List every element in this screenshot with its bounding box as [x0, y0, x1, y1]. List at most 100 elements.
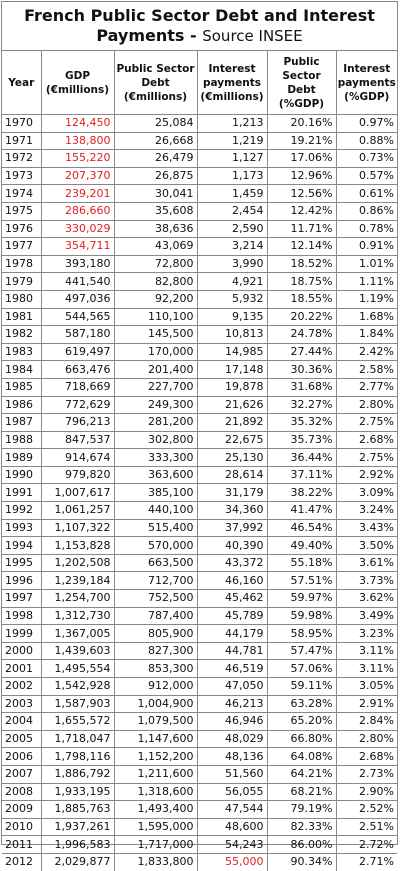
cell-debt-pct: 20.22%	[266, 307, 337, 327]
cell-debt: 1,079,500	[113, 712, 198, 731]
cell-debt: 110,100	[113, 307, 198, 327]
cell-interest-pct: 0.73%	[335, 149, 397, 168]
cell-gdp: 1,367,005	[40, 624, 115, 643]
cell-gdp: 1,996,583	[40, 835, 115, 854]
cell-debt-pct: 57.51%	[266, 571, 337, 591]
table-title: French Public Sector Debt and Interest P…	[2, 2, 397, 51]
cell-interest-pct: 2.68%	[335, 747, 397, 766]
cell-gdp: 1,439,603	[40, 641, 115, 661]
cell-gdp: 330,029	[40, 219, 115, 239]
cell-interest: 25,130	[196, 448, 268, 467]
cell-year: 1994	[2, 536, 42, 555]
table-row: 1999 1,367,005 805,900 44,179 58.95% 3.23%	[2, 624, 397, 643]
cell-gdp: 1,718,047	[40, 729, 115, 749]
cell-gdp: 1,885,763	[40, 800, 115, 819]
cell-year: 1999	[2, 624, 42, 643]
table-row: 2008 1,933,195 1,318,600 56,055 68.21% 2.90%	[2, 782, 397, 802]
cell-interest: 51,560	[196, 764, 268, 784]
cell-interest: 1,173	[196, 166, 268, 186]
cell-interest-pct: 3.62%	[335, 589, 397, 608]
table-row: 1980 497,036 92,200 5,932 18.55% 1.19%	[2, 289, 397, 309]
cell-interest-pct: 2.80%	[335, 729, 397, 749]
table-row: 1981 544,565 110,100 9,135 20.22% 1.68%	[2, 307, 397, 327]
cell-gdp: 1,239,184	[40, 571, 115, 591]
cell-debt-pct: 12.14%	[266, 237, 337, 256]
cell-year: 1993	[2, 518, 42, 538]
cell-debt-pct: 59.97%	[266, 589, 337, 608]
cell-interest: 1,459	[196, 184, 268, 203]
title-payments: Payments -	[96, 26, 203, 45]
cell-interest-pct: 2.75%	[335, 448, 397, 467]
table-row: 2010 1,937,261 1,595,000 48,600 82.33% 2.51%	[2, 817, 397, 837]
cell-year: 1990	[2, 465, 42, 485]
table-row: 1996 1,239,184 712,700 46,160 57.51% 3.73%	[2, 571, 397, 591]
cell-year: 1987	[2, 413, 42, 432]
cell-year: 1979	[2, 272, 42, 291]
cell-debt-pct: 37.11%	[266, 465, 337, 485]
cell-year: 1991	[2, 483, 42, 503]
cell-debt: 805,900	[113, 624, 198, 643]
cell-debt-pct: 11.71%	[266, 219, 337, 239]
table-row: 1990 979,820 363,600 28,614 37.11% 2.92%	[2, 465, 397, 485]
cell-gdp: 1,312,730	[40, 606, 115, 626]
cell-interest: 48,136	[196, 747, 268, 766]
table-row: 1982 587,180 145,500 10,813 24.78% 1.84%	[2, 325, 397, 344]
cell-debt: 92,200	[113, 289, 198, 309]
cell-year: 1972	[2, 149, 42, 168]
cell-interest: 46,213	[196, 694, 268, 714]
cell-debt: 43,069	[113, 237, 198, 256]
cell-interest-pct: 1.11%	[335, 272, 397, 291]
cell-debt-pct: 18.75%	[266, 272, 337, 291]
cell-debt-pct: 49.40%	[266, 536, 337, 555]
cell-interest: 3,990	[196, 254, 268, 274]
cell-interest-pct: 3.23%	[335, 624, 397, 643]
cell-debt: 853,300	[113, 659, 198, 678]
cell-year: 1974	[2, 184, 42, 203]
cell-debt-pct: 68.21%	[266, 782, 337, 802]
cell-gdp: 1,153,828	[40, 536, 115, 555]
header-year: Year	[2, 51, 42, 115]
cell-debt-pct: 59.11%	[266, 677, 337, 696]
cell-gdp: 1,202,508	[40, 553, 115, 573]
cell-year: 2005	[2, 729, 42, 749]
cell-gdp: 979,820	[40, 465, 115, 485]
cell-interest: 48,029	[196, 729, 268, 749]
cell-gdp: 772,629	[40, 395, 115, 415]
cell-debt: 25,084	[113, 114, 198, 133]
cell-year: 1975	[2, 201, 42, 221]
cell-gdp: 619,497	[40, 342, 115, 362]
cell-interest: 31,179	[196, 483, 268, 503]
cell-year: 2009	[2, 800, 42, 819]
cell-debt: 1,493,400	[113, 800, 198, 819]
cell-year: 1998	[2, 606, 42, 626]
cell-debt: 170,000	[113, 342, 198, 362]
cell-debt-pct: 18.52%	[266, 254, 337, 274]
cell-interest: 21,892	[196, 413, 268, 432]
cell-debt: 1,595,000	[113, 817, 198, 837]
cell-gdp: 354,711	[40, 237, 115, 256]
cell-debt: 201,400	[113, 360, 198, 379]
title-source: Source INSEE	[202, 27, 303, 45]
cell-interest-pct: 2.91%	[335, 694, 397, 714]
cell-year: 1986	[2, 395, 42, 415]
table-row: 2012 2,029,877 1,833,800 55,000 90.34% 2.71%	[2, 852, 397, 871]
cell-interest: 40,390	[196, 536, 268, 555]
header-gdp: GDP (€millions)	[40, 51, 115, 115]
cell-interest-pct: 3.11%	[335, 641, 397, 661]
cell-interest: 22,675	[196, 430, 268, 450]
cell-year: 2006	[2, 747, 42, 766]
cell-year: 2000	[2, 641, 42, 661]
table-row: 1976 330,029 38,636 2,590 11.71% 0.78%	[2, 219, 397, 239]
cell-interest-pct: 0.97%	[335, 114, 397, 133]
cell-interest-pct: 2.52%	[335, 800, 397, 819]
cell-gdp: 207,370	[40, 166, 115, 186]
cell-interest-pct: 1.01%	[335, 254, 397, 274]
cell-interest-pct: 1.84%	[335, 325, 397, 344]
cell-year: 2001	[2, 659, 42, 678]
table-row: 2007 1,886,792 1,211,600 51,560 64.21% 2.73%	[2, 764, 397, 784]
cell-gdp: 441,540	[40, 272, 115, 291]
cell-interest-pct: 2.92%	[335, 465, 397, 485]
cell-year: 1971	[2, 131, 42, 151]
cell-gdp: 796,213	[40, 413, 115, 432]
cell-interest: 2,454	[196, 201, 268, 221]
